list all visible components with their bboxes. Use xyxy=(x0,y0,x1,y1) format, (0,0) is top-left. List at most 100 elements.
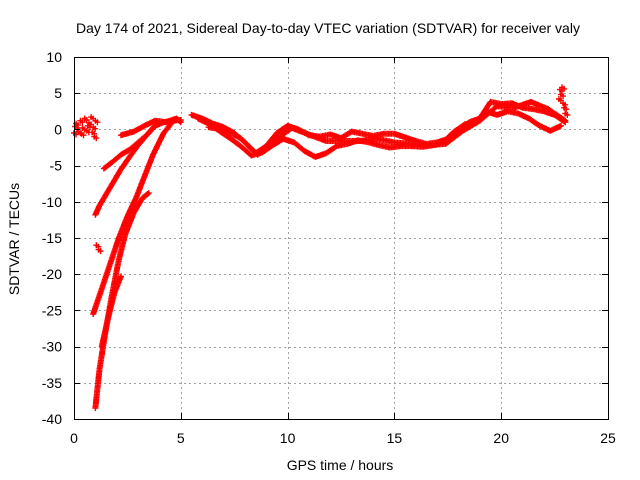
data-point xyxy=(109,262,112,265)
data-point xyxy=(489,100,492,104)
data-point xyxy=(145,134,148,137)
series-cluster-start xyxy=(71,114,101,142)
y-tick-label: -15 xyxy=(42,230,62,246)
x-tick-label: 15 xyxy=(387,430,403,446)
data-point xyxy=(136,141,140,144)
y-tick-label: 0 xyxy=(54,121,62,137)
data-point xyxy=(239,144,242,148)
data-point xyxy=(162,131,165,135)
data-point xyxy=(190,113,193,117)
x-tick-label: 20 xyxy=(493,430,509,446)
data-point xyxy=(74,122,78,125)
data-point xyxy=(444,142,447,146)
data-point xyxy=(410,142,413,146)
data-point xyxy=(286,124,289,128)
data-point xyxy=(478,119,481,122)
data-point xyxy=(359,139,362,143)
data-point xyxy=(549,129,552,132)
series-main-c xyxy=(205,98,569,158)
data-point xyxy=(128,155,131,159)
data-point xyxy=(564,112,567,115)
data-point xyxy=(290,126,294,130)
data-point xyxy=(81,126,84,130)
data-point xyxy=(151,153,155,156)
data-point xyxy=(111,160,114,164)
data-point xyxy=(461,129,464,132)
data-point xyxy=(107,316,110,319)
data-point xyxy=(256,153,259,156)
data-point xyxy=(111,182,114,185)
data-point xyxy=(560,86,564,89)
data-point xyxy=(427,144,430,147)
data-point xyxy=(403,136,407,139)
data-point xyxy=(547,107,550,111)
data-point xyxy=(564,119,567,122)
data-point xyxy=(512,106,516,109)
data-point xyxy=(559,124,563,128)
data-point xyxy=(228,136,232,140)
data-point xyxy=(282,137,285,140)
data-point xyxy=(119,168,123,171)
data-point xyxy=(453,130,456,133)
data-point xyxy=(324,139,328,143)
y-axis-label: SDTVAR / TECUs xyxy=(6,183,22,295)
data-point xyxy=(143,124,146,128)
data-point xyxy=(378,144,381,147)
data-point xyxy=(154,119,157,122)
data-point xyxy=(92,312,95,316)
data-point xyxy=(147,191,150,195)
data-point xyxy=(361,132,364,135)
data-point xyxy=(104,193,108,196)
data-point xyxy=(324,152,328,155)
series-isolated xyxy=(93,242,104,255)
series-mid-a xyxy=(118,115,184,139)
data-point xyxy=(463,123,467,126)
data-point xyxy=(97,248,100,251)
data-point xyxy=(335,144,338,148)
data-point xyxy=(119,153,123,156)
data-point xyxy=(393,132,396,135)
data-point xyxy=(222,128,225,131)
data-point xyxy=(124,233,127,236)
data-point xyxy=(100,345,104,348)
data-point xyxy=(207,126,210,129)
chart-title: Day 174 of 2021, Sidereal Day-to-day VTE… xyxy=(76,20,580,36)
data-point xyxy=(113,291,116,294)
data-point xyxy=(239,136,242,140)
data-point xyxy=(77,130,80,133)
data-point xyxy=(94,406,97,410)
data-point xyxy=(558,88,562,91)
series-end-cluster xyxy=(555,84,571,118)
data-point xyxy=(179,121,182,124)
y-tick-label: 10 xyxy=(46,49,62,65)
data-point xyxy=(132,130,135,133)
data-point xyxy=(506,110,509,113)
data-point xyxy=(542,110,546,113)
data-point xyxy=(87,121,91,125)
x-tick-label: 5 xyxy=(177,430,185,446)
data-point xyxy=(79,119,82,122)
data-point xyxy=(273,139,276,142)
data-point xyxy=(529,100,533,104)
data-point xyxy=(495,113,499,117)
data-point xyxy=(510,102,514,105)
data-point xyxy=(102,167,106,170)
data-point xyxy=(134,197,138,200)
data-point xyxy=(557,97,561,101)
data-point xyxy=(154,124,157,128)
y-tick-label: -40 xyxy=(42,411,62,427)
data-point xyxy=(83,117,86,120)
data-point xyxy=(117,236,121,240)
y-tick-label: 5 xyxy=(54,85,62,101)
y-tick-label: -25 xyxy=(42,302,62,318)
data-point xyxy=(341,139,345,143)
data-point xyxy=(175,117,178,120)
data-point xyxy=(93,135,96,138)
data-point xyxy=(92,126,95,129)
data-point xyxy=(89,115,93,119)
data-point xyxy=(532,107,535,111)
x-tick-label: 25 xyxy=(600,430,616,446)
data-point xyxy=(126,215,129,218)
